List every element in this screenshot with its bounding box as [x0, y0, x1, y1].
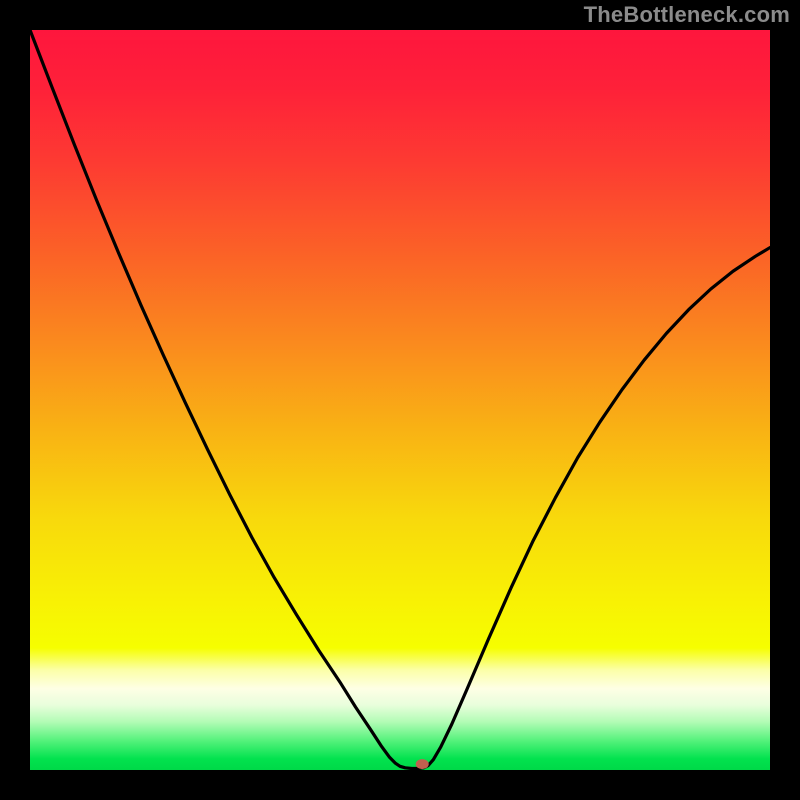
watermark-text: TheBottleneck.com [584, 4, 790, 26]
plot-background [30, 30, 770, 770]
optimum-marker [416, 759, 429, 769]
bottleneck-chart [0, 0, 800, 800]
